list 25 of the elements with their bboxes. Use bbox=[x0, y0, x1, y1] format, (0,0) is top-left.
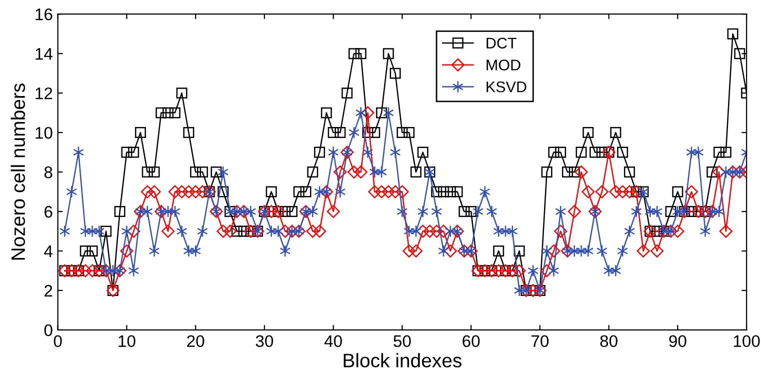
x-tick-label: 50 bbox=[394, 335, 411, 348]
y-tick-label: 0 bbox=[44, 324, 52, 336]
x-tick-label: 10 bbox=[118, 335, 136, 348]
y-axis-title: Nozero cell numbers bbox=[10, 84, 26, 260]
x-tick-label: 60 bbox=[462, 335, 480, 348]
y-tick-label: 12 bbox=[36, 87, 52, 100]
y-tick-label: 14 bbox=[36, 48, 52, 60]
y-tick-label: 10 bbox=[36, 126, 52, 139]
x-tick-label: 70 bbox=[532, 335, 549, 348]
legend-label: MOD bbox=[486, 60, 520, 70]
y-tick-label: 8 bbox=[44, 166, 52, 178]
y-tick-label: 6 bbox=[44, 206, 52, 218]
y-tick-label: 2 bbox=[44, 284, 52, 297]
x-tick-label: 80 bbox=[600, 335, 618, 348]
y-tick-label: 4 bbox=[44, 246, 52, 258]
x-tick-label: 20 bbox=[187, 335, 204, 348]
x-tick-label: 90 bbox=[669, 335, 686, 348]
x-tick-label: 0 bbox=[54, 335, 62, 348]
x-tick-label: 40 bbox=[324, 335, 342, 348]
y-tick-label: 16 bbox=[36, 8, 52, 20]
x-tick-label: 30 bbox=[256, 335, 274, 348]
x-axis-title: Block indexes bbox=[344, 353, 462, 368]
legend-label: KSVD bbox=[486, 81, 526, 92]
legend-label: DCT bbox=[486, 38, 516, 49]
x-tick-label: 100 bbox=[734, 335, 760, 348]
